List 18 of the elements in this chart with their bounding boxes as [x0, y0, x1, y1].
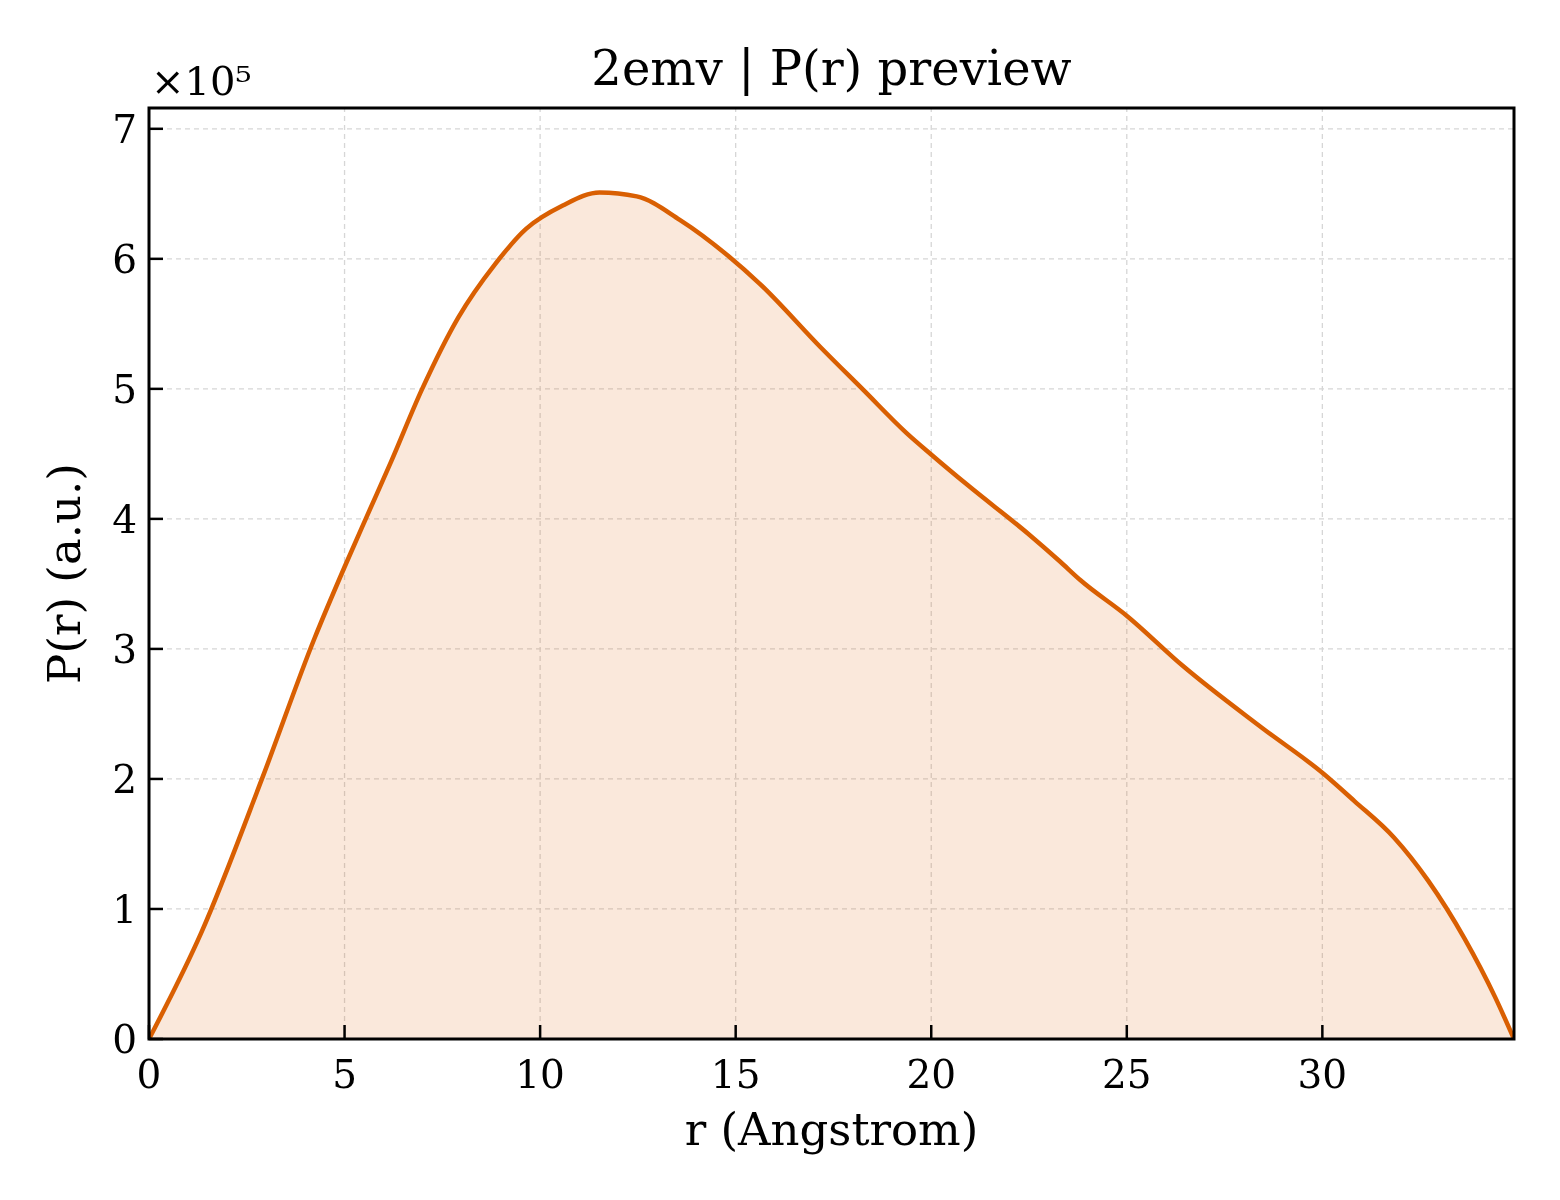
- x-tick-label: 10: [515, 1052, 565, 1097]
- y-tick-label: 3: [112, 626, 137, 672]
- y-tick-label: 5: [112, 366, 137, 412]
- y-tick-label: 7: [112, 106, 137, 152]
- x-tick-label: 5: [332, 1052, 357, 1097]
- y-tick-label: 2: [112, 756, 137, 802]
- y-tick-label: 6: [112, 236, 137, 282]
- y-tick-label: 1: [112, 887, 137, 933]
- chart-title: 2emv | P(r) preview: [591, 40, 1072, 96]
- x-tick-label: 30: [1297, 1052, 1348, 1097]
- x-tick-label: 20: [906, 1052, 957, 1097]
- y-tick-label: 0: [112, 1017, 137, 1063]
- text: ×10⁵: [151, 58, 252, 104]
- x-tick-label: 25: [1101, 1052, 1152, 1097]
- x-axis-title: r (Angstrom): [684, 1103, 979, 1156]
- x-tick-label: 15: [710, 1052, 761, 1097]
- y-axis-title: P(r) (a.u.): [38, 463, 91, 684]
- y-tick-label: 4: [112, 496, 137, 542]
